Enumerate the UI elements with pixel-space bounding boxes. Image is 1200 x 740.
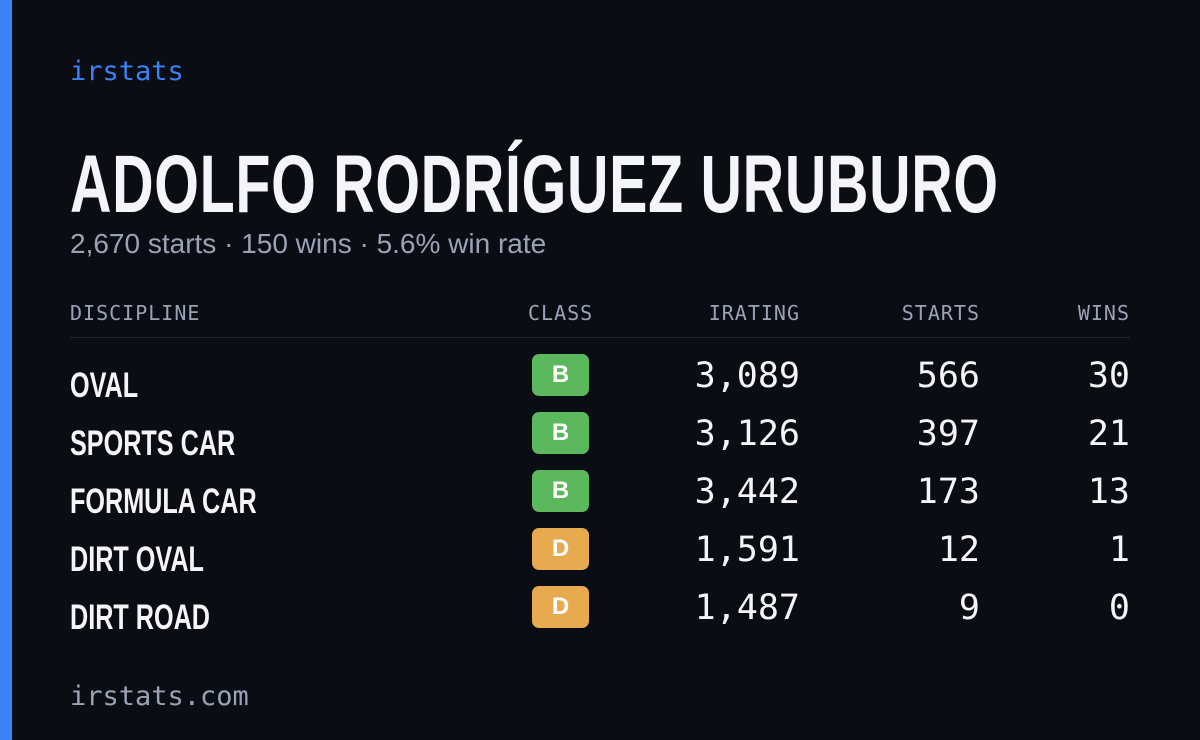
- irating-header: IRATING: [708, 301, 800, 325]
- wins: 30: [1087, 356, 1130, 396]
- discipline: DIRT ROAD: [70, 598, 210, 637]
- irating: 3,126: [694, 414, 800, 454]
- discipline: DIRT OVAL: [70, 540, 204, 579]
- class-badge: B: [532, 470, 589, 512]
- class-header: CLASS: [528, 301, 594, 325]
- starts: 566: [916, 356, 980, 396]
- driver-summary: 2,670 starts · 150 wins · 5.6% win rate: [70, 228, 547, 259]
- class-badge: D: [532, 586, 589, 628]
- discipline-header: DISCIPLINE: [70, 301, 201, 325]
- irating: 1,487: [694, 588, 800, 628]
- starts: 397: [916, 414, 980, 454]
- starts: 9: [958, 588, 980, 628]
- irating: 1,591: [694, 530, 800, 570]
- class-badge: B: [532, 412, 589, 454]
- starts: 173: [916, 472, 980, 512]
- discipline: SPORTS CAR: [70, 424, 236, 463]
- accent-bar: [0, 0, 12, 740]
- brand: irstats: [70, 56, 184, 87]
- discipline: OVAL: [70, 366, 139, 405]
- header-rule: [70, 337, 1130, 338]
- wins: 0: [1108, 588, 1130, 628]
- discipline: FORMULA CAR: [70, 482, 257, 521]
- irating: 3,442: [694, 472, 800, 512]
- irating: 3,089: [694, 356, 800, 396]
- class-badge: D: [532, 528, 589, 570]
- footer: irstats.com: [70, 681, 249, 712]
- driver-name: ADOLFO RODRÍGUEZ URUBURO: [70, 139, 999, 230]
- wins: 21: [1087, 414, 1130, 454]
- wins: 13: [1087, 472, 1130, 512]
- wins: 1: [1108, 530, 1130, 570]
- class-badge: B: [532, 354, 589, 396]
- starts: 12: [937, 530, 980, 570]
- starts-header: STARTS: [901, 301, 980, 325]
- wins-header: WINS: [1077, 301, 1130, 325]
